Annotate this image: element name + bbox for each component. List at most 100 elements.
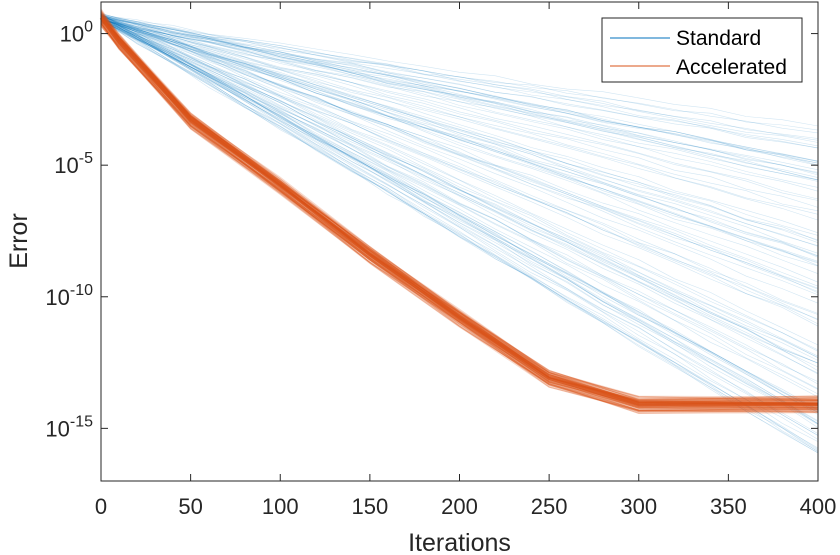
accelerated-run-line bbox=[100, 12, 819, 401]
standard-run-line bbox=[100, 19, 819, 449]
accelerated-run-line bbox=[100, 11, 819, 404]
standard-run-line bbox=[100, 18, 819, 428]
x-tick-label: 250 bbox=[531, 494, 568, 519]
accelerated-run-line bbox=[100, 24, 819, 413]
standard-run-line bbox=[100, 13, 819, 410]
standard-run-line bbox=[100, 15, 819, 290]
standard-run-line bbox=[100, 17, 819, 454]
accelerated-run-line bbox=[100, 22, 819, 411]
accelerated-run-line bbox=[100, 21, 819, 413]
accelerated-run-line bbox=[100, 23, 819, 414]
standard-run-line bbox=[100, 15, 819, 425]
standard-run-line bbox=[100, 15, 819, 267]
accelerated-run-line bbox=[100, 11, 819, 404]
standard-run-line bbox=[100, 15, 819, 166]
standard-run-line bbox=[100, 14, 819, 127]
standard-run-line bbox=[100, 19, 819, 442]
standard-run-line bbox=[100, 13, 819, 162]
standard-run-line bbox=[100, 18, 819, 287]
standard-run-line bbox=[100, 18, 819, 221]
accelerated-run-line bbox=[100, 25, 819, 412]
standard-run-line bbox=[100, 19, 819, 257]
standard-run-line bbox=[100, 20, 819, 390]
standard-run-line bbox=[100, 15, 819, 246]
standard-run-line bbox=[100, 17, 819, 304]
standard-run-line bbox=[100, 16, 819, 411]
standard-run-line bbox=[100, 19, 819, 262]
standard-run-line bbox=[100, 18, 819, 289]
accelerated-run-line bbox=[100, 16, 819, 405]
standard-run-line bbox=[100, 21, 819, 368]
accelerated-run-line bbox=[100, 16, 819, 401]
legend-label-standard: Standard bbox=[676, 27, 761, 50]
standard-run-line bbox=[100, 18, 819, 188]
standard-run-line bbox=[100, 17, 819, 254]
standard-run-line bbox=[100, 16, 819, 436]
standard-run-line bbox=[100, 17, 819, 266]
standard-run-line bbox=[100, 15, 819, 134]
standard-run-line bbox=[100, 14, 819, 274]
standard-run-line bbox=[100, 14, 819, 364]
accelerated-run-line bbox=[100, 11, 819, 403]
legend-label-accelerated: Accelerated bbox=[676, 56, 787, 79]
standard-run-line bbox=[100, 22, 819, 382]
standard-run-line bbox=[100, 15, 819, 296]
standard-run-line bbox=[100, 20, 819, 164]
standard-run-line bbox=[100, 17, 819, 358]
standard-run-line bbox=[100, 17, 819, 424]
accelerated-run-line bbox=[100, 22, 819, 410]
standard-run-line bbox=[100, 18, 819, 243]
accelerated-run-line bbox=[100, 24, 819, 412]
accelerated-run-line bbox=[100, 13, 819, 401]
accelerated-run-line bbox=[100, 25, 819, 412]
accelerated-run-line bbox=[100, 20, 819, 411]
standard-run-line bbox=[100, 17, 819, 241]
standard-run-line bbox=[100, 14, 819, 325]
standard-run-line bbox=[100, 15, 819, 422]
legend: Standard Accelerated bbox=[601, 17, 803, 83]
standard-run-line bbox=[100, 13, 819, 351]
accelerated-run-line bbox=[100, 14, 819, 405]
standard-run-line bbox=[100, 22, 819, 149]
accelerated-run-line bbox=[100, 23, 819, 413]
accelerated-run-line bbox=[100, 26, 819, 414]
accelerated-run-line bbox=[100, 13, 819, 404]
standard-run-line bbox=[100, 15, 819, 147]
x-axis-ticks: 0 50 100 150 200 250 300 350 400 bbox=[95, 2, 836, 519]
standard-run-line bbox=[100, 15, 819, 234]
y-tick-label: 10-10 bbox=[45, 282, 93, 310]
standard-run-line bbox=[100, 19, 819, 162]
standard-run-line bbox=[100, 18, 819, 166]
standard-run-line bbox=[100, 19, 819, 385]
standard-run-line bbox=[100, 19, 819, 364]
accelerated-run-line bbox=[100, 22, 819, 413]
standard-run-line bbox=[100, 22, 819, 201]
standard-run-line bbox=[100, 18, 819, 452]
standard-run-line bbox=[100, 19, 819, 283]
standard-run-line bbox=[100, 19, 819, 173]
standard-run-line bbox=[100, 17, 819, 131]
standard-run-line bbox=[100, 16, 819, 314]
standard-run-line bbox=[100, 14, 819, 174]
accelerated-run-line bbox=[100, 16, 819, 404]
standard-run-line bbox=[100, 21, 819, 320]
standard-run-line bbox=[100, 17, 819, 413]
standard-run-line bbox=[100, 14, 819, 258]
accelerated-run-line bbox=[100, 10, 819, 402]
standard-run-line bbox=[100, 12, 819, 263]
standard-series-lines bbox=[100, 12, 819, 454]
x-axis-label: Iterations bbox=[408, 529, 511, 555]
accelerated-run-line bbox=[100, 10, 819, 402]
y-axis-label: Error bbox=[5, 213, 33, 269]
standard-run-line bbox=[100, 20, 819, 236]
accelerated-run-line bbox=[100, 11, 819, 398]
standard-run-line bbox=[100, 15, 819, 375]
standard-run-line bbox=[100, 15, 819, 357]
standard-run-line bbox=[100, 12, 819, 436]
standard-run-line bbox=[100, 15, 819, 162]
accelerated-run-line bbox=[100, 18, 819, 409]
accelerated-run-line bbox=[100, 10, 819, 400]
standard-run-line bbox=[100, 22, 819, 257]
standard-run-line bbox=[100, 13, 819, 181]
